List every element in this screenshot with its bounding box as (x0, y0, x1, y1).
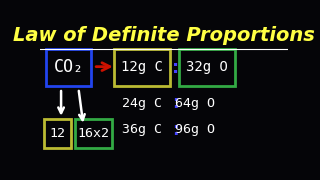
Text: Law of Definite Proportions: Law of Definite Proportions (13, 26, 315, 45)
Text: :: : (172, 94, 179, 112)
Text: :: : (172, 59, 179, 77)
Text: 32g O: 32g O (186, 60, 228, 74)
Text: 12g C: 12g C (121, 60, 163, 74)
Text: 24g C: 24g C (122, 97, 162, 110)
Text: :: : (172, 121, 179, 139)
Text: 16x2: 16x2 (77, 127, 109, 140)
Text: CO₂: CO₂ (53, 58, 84, 76)
Text: 64g O: 64g O (175, 97, 215, 110)
Text: 96g O: 96g O (175, 123, 215, 136)
Text: 36g C: 36g C (122, 123, 162, 136)
Text: 12: 12 (49, 127, 65, 140)
